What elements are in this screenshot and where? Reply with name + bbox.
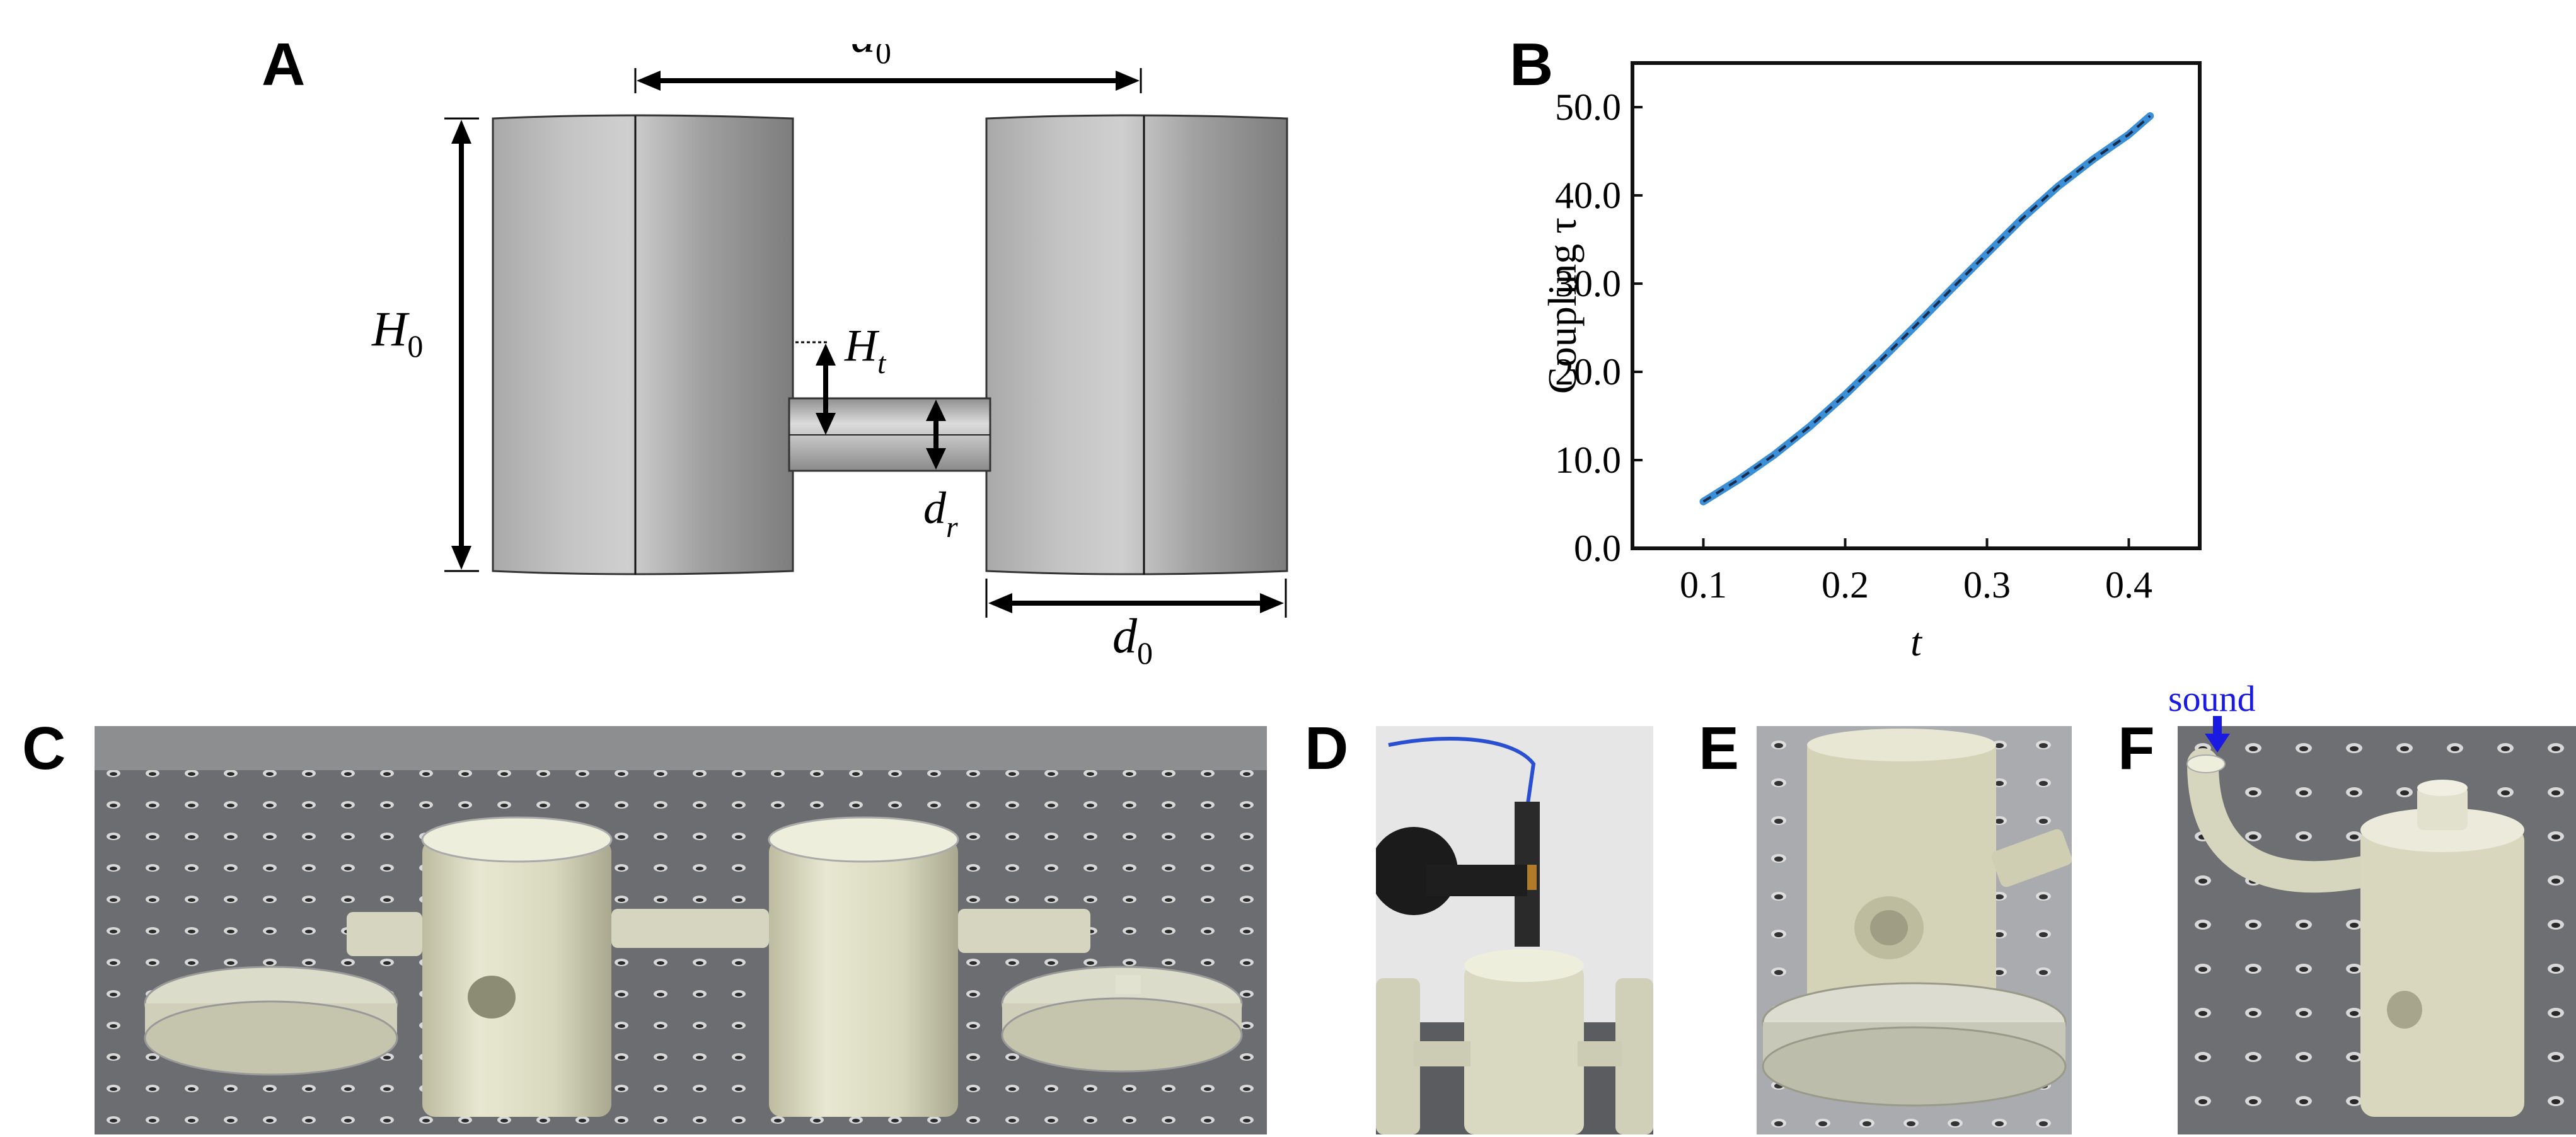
- H0-label: H0: [371, 301, 423, 364]
- chart-series: [1699, 112, 2154, 505]
- Ht-dimension-arrow: [795, 341, 836, 435]
- y-tick-label: 50.0: [1555, 86, 1621, 128]
- y-tick-label: 40.0: [1555, 175, 1621, 216]
- coupling-chart: 0.1 0.2 0.3 0.4 0.0 10.0 20.0 30.0 40.0 50.0 t Co…: [1540, 61, 2202, 664]
- d0-label: d0: [1112, 608, 1153, 671]
- photo-f-horn-resonator: [2178, 726, 2576, 1134]
- x-tick-label: 0.2: [1822, 564, 1869, 606]
- photo-e-resonator-closeup: [1757, 726, 2072, 1134]
- chart-ticks: 0.1 0.2 0.3 0.4 0.0 10.0 20.0 30.0 40.0 50.0: [1555, 86, 2152, 606]
- panel-label-b: B: [1510, 31, 1554, 98]
- y-tick-label: 20.0: [1555, 351, 1621, 393]
- panel-label-e: E: [1699, 715, 1740, 782]
- y-tick-label: 30.0: [1555, 263, 1621, 304]
- Ht-label: Ht: [844, 320, 887, 380]
- photo-c-two-resonators: [95, 726, 1267, 1134]
- x-tick-label: 0.3: [1963, 564, 2011, 606]
- series-line: [1699, 112, 2154, 505]
- sound-label: sound: [2168, 678, 2256, 719]
- panel-label-f: F: [2118, 715, 2155, 782]
- panel-label-c: C: [22, 715, 66, 782]
- H0-dimension-arrow: [444, 117, 479, 572]
- x-tick-label: 0.1: [1680, 564, 1727, 606]
- a0-label: a0: [851, 44, 891, 70]
- chart-y-axis-label: Coupling τ: [1540, 217, 1585, 394]
- a0-dimension-arrow: [634, 68, 1142, 93]
- panel-label-d: D: [1305, 715, 1349, 782]
- x-tick-label: 0.4: [2105, 564, 2152, 606]
- sound-arrow-icon: [2205, 716, 2230, 753]
- y-tick-label: 10.0: [1555, 439, 1621, 481]
- dr-dimension-arrow: [926, 400, 946, 470]
- dr-label: dr: [923, 483, 958, 544]
- chart-frame: [1631, 61, 2202, 550]
- panel-label-a: A: [262, 31, 306, 98]
- d0-dimension-arrow: [985, 579, 1287, 618]
- series-fit-line: [1702, 115, 2151, 503]
- panel-a-schematic: a0 H0 Ht dr d0: [371, 44, 1288, 671]
- y-tick-label: 0.0: [1574, 528, 1621, 569]
- chart-axes: [1631, 61, 2202, 550]
- photo-d-microphone-setup: [1376, 726, 1653, 1134]
- connecting-tube: [788, 397, 991, 472]
- left-cylinder: [492, 114, 794, 575]
- right-cylinder: [985, 114, 1288, 575]
- chart-x-axis-label: t: [1910, 620, 1923, 664]
